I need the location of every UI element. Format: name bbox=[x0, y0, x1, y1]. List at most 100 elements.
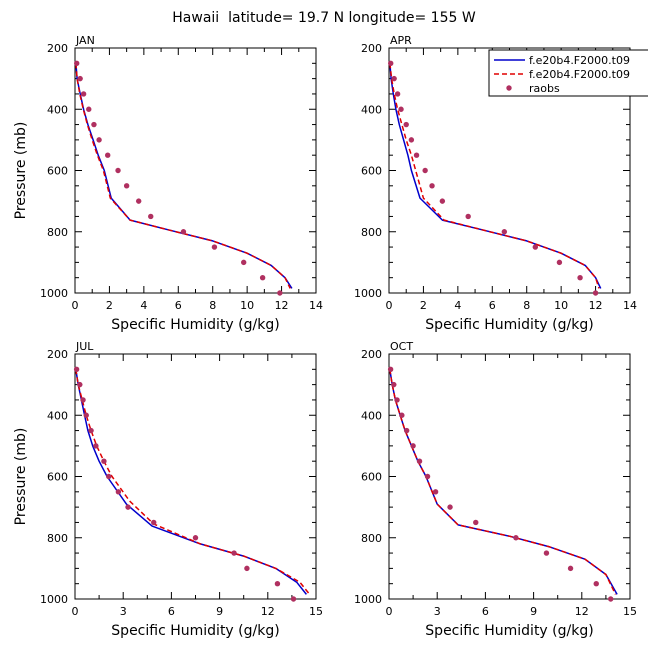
y-tick-label: 400 bbox=[361, 409, 382, 422]
y-axis-label: Pressure (mb) bbox=[13, 428, 29, 526]
x-tick-label: 8 bbox=[209, 299, 216, 312]
raobs-point bbox=[231, 550, 237, 556]
raobs-point bbox=[105, 152, 111, 158]
raobs-point bbox=[86, 106, 92, 112]
y-tick-label: 200 bbox=[47, 348, 68, 361]
x-tick-label: 6 bbox=[482, 605, 489, 618]
legend-box bbox=[488, 49, 648, 97]
y-tick-label: 1000 bbox=[354, 287, 382, 300]
raobs-point bbox=[148, 213, 154, 220]
raobs-point bbox=[192, 535, 199, 541]
raobs-point bbox=[592, 290, 599, 296]
y-tick-label: 1000 bbox=[40, 593, 68, 606]
raobs-point bbox=[259, 274, 266, 281]
raobs-point bbox=[501, 229, 508, 235]
raobs-point bbox=[74, 60, 80, 67]
raobs-point bbox=[115, 489, 122, 495]
x-tick-label: 2 bbox=[106, 299, 113, 312]
raobs-point bbox=[593, 580, 599, 587]
raobs-point bbox=[135, 198, 142, 204]
model-line-solid bbox=[389, 63, 602, 289]
raobs-point bbox=[403, 427, 410, 434]
raobs-point bbox=[513, 535, 519, 541]
raobs-point bbox=[73, 366, 80, 373]
raobs-point bbox=[91, 121, 97, 128]
x-tick-label: 8 bbox=[523, 299, 530, 312]
y-tick-label: 200 bbox=[361, 42, 382, 55]
chart-panel-jan: 200 400 600 800 1000 0 2 4 6 8 10 12 14 JAN Specific H… bbox=[13, 34, 323, 333]
x-tick-label: 0 bbox=[386, 605, 393, 618]
y-tick-label: 800 bbox=[361, 226, 382, 239]
x-tick-label: 10 bbox=[554, 299, 568, 312]
raobs-point bbox=[77, 75, 83, 82]
model-line-dashed bbox=[389, 63, 600, 289]
y-tick-label: 800 bbox=[47, 532, 68, 545]
plot-frame bbox=[74, 47, 317, 294]
raobs-point bbox=[543, 550, 550, 556]
x-tick-label: 12 bbox=[275, 299, 289, 312]
raobs-point bbox=[394, 397, 400, 403]
raobs-point bbox=[290, 596, 297, 602]
x-tick-label: 2 bbox=[420, 299, 427, 312]
legend-label: raobs bbox=[529, 82, 560, 95]
panel-title: OCT bbox=[390, 340, 413, 353]
x-tick-label: 9 bbox=[216, 605, 223, 618]
raobs-point bbox=[473, 519, 479, 526]
model-line-dashed bbox=[75, 369, 311, 595]
raobs-point bbox=[88, 427, 94, 434]
y-tick-label: 600 bbox=[47, 165, 68, 178]
raobs-point bbox=[403, 121, 409, 128]
raobs-point bbox=[387, 366, 394, 373]
raobs-point bbox=[465, 213, 471, 220]
y-tick-label: 600 bbox=[361, 165, 382, 178]
raobs-point bbox=[391, 75, 397, 82]
chart-panel-apr: 200 400 600 800 1000 0 2 4 6 8 10 12 14 APR Specific H… bbox=[354, 34, 637, 333]
x-tick-label: 10 bbox=[240, 299, 254, 312]
raobs-point bbox=[274, 580, 281, 587]
panel-title: APR bbox=[390, 34, 412, 47]
raobs-point bbox=[432, 489, 439, 495]
raobs-point bbox=[410, 443, 416, 449]
x-tick-label: 15 bbox=[309, 605, 323, 618]
y-tick-label: 400 bbox=[361, 103, 382, 116]
x-tick-label: 9 bbox=[530, 605, 537, 618]
raobs-point bbox=[408, 137, 415, 143]
x-tick-label: 0 bbox=[72, 299, 79, 312]
x-tick-label: 6 bbox=[489, 299, 496, 312]
raobs-point bbox=[391, 381, 397, 388]
y-tick-label: 400 bbox=[47, 103, 68, 116]
x-axis-label: Specific Humidity (g/kg) bbox=[111, 623, 279, 639]
raobs-point bbox=[394, 91, 401, 97]
y-tick-label: 400 bbox=[47, 409, 68, 422]
raobs-point bbox=[277, 290, 283, 296]
model-line-dashed bbox=[75, 63, 291, 289]
x-tick-label: 6 bbox=[175, 299, 182, 312]
x-axis-label: Specific Humidity (g/kg) bbox=[425, 317, 593, 333]
raobs-point bbox=[123, 183, 130, 189]
raobs-point bbox=[422, 167, 428, 174]
raobs-point bbox=[80, 91, 87, 97]
x-tick-label: 3 bbox=[434, 605, 441, 618]
legend-label: f.e20b4.F2000.t09 bbox=[529, 68, 630, 81]
x-tick-label: 0 bbox=[386, 299, 393, 312]
raobs-point bbox=[532, 244, 539, 250]
model-line-dashed bbox=[389, 369, 617, 595]
panel-title: JAN bbox=[75, 34, 95, 47]
chart-panel-oct: 200 400 600 800 1000 0 3 6 9 12 15 OCT Specific Humi… bbox=[354, 340, 637, 639]
raobs-point bbox=[608, 596, 614, 602]
raobs-point bbox=[388, 60, 394, 67]
legend-label: f.e20b4.F2000.t09 bbox=[529, 54, 630, 67]
raobs-point bbox=[125, 504, 131, 510]
raobs-point bbox=[180, 229, 187, 235]
raobs-point bbox=[439, 198, 446, 204]
y-tick-label: 800 bbox=[47, 226, 68, 239]
raobs-point bbox=[424, 473, 431, 480]
raobs-point bbox=[83, 412, 89, 418]
y-tick-label: 200 bbox=[47, 42, 68, 55]
raobs-point bbox=[77, 381, 83, 388]
x-tick-label: 4 bbox=[454, 299, 461, 312]
raobs-point bbox=[80, 397, 86, 403]
